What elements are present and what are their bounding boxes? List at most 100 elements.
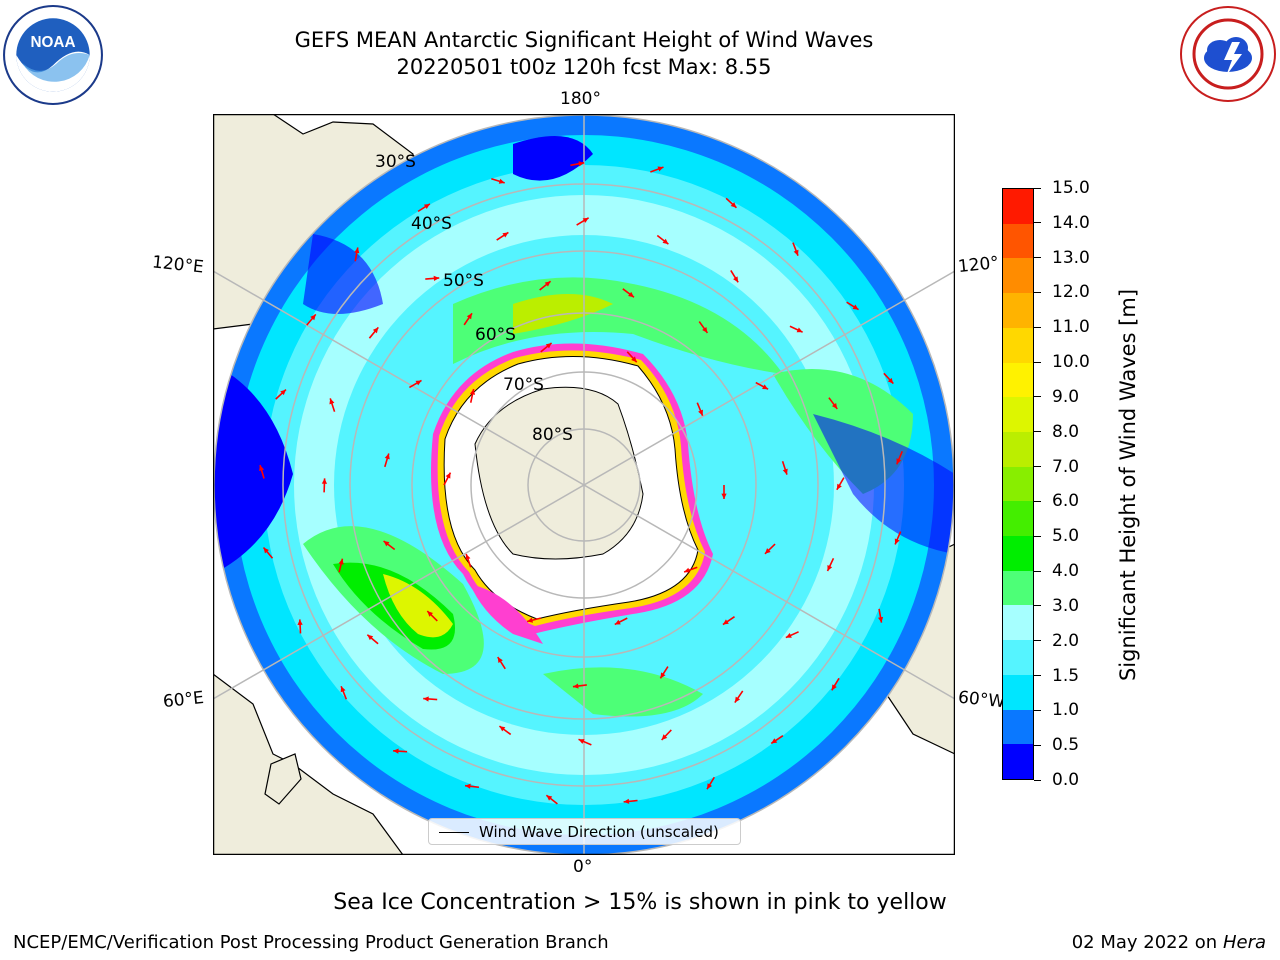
lon-label-60w: 60°W — [957, 687, 1006, 713]
colorbar-segment — [1003, 327, 1033, 363]
wave-direction-arrowhead — [785, 632, 792, 638]
colorbar-tick — [1034, 709, 1041, 711]
wave-direction-arrowhead — [614, 619, 621, 625]
footer-producer: NCEP/EMC/Verification Post Processing Pr… — [13, 932, 609, 953]
wave-direction-arrowhead — [793, 249, 799, 256]
wave-direction-arrowhead — [662, 238, 669, 245]
wave-direction-arrowhead — [578, 739, 585, 744]
wave-direction-arrowhead — [354, 247, 360, 254]
wave-direction-arrowhead — [433, 275, 440, 281]
colorbar-tick-label: 0.0 — [1052, 770, 1080, 790]
colorbar-tick-label: 14.0 — [1052, 212, 1090, 233]
wind-wave-direction-legend: Wind Wave Direction (unscaled) — [428, 818, 741, 845]
lon-label-120e: 120°E — [151, 252, 205, 278]
wave-direction-arrowhead — [764, 548, 771, 554]
wave-direction-arrowhead — [329, 398, 335, 405]
noaa-logo-icon: NOAA — [3, 5, 103, 105]
wave-direction-arrowhead — [657, 166, 664, 172]
footer-date: 02 May 2022 on Hera — [1072, 932, 1266, 953]
wave-direction-arrowhead — [831, 403, 838, 409]
colorbar-segment — [1003, 189, 1033, 224]
wave-direction-arrowhead — [734, 696, 741, 703]
colorbar-title: Significant Height of Wind Waves [m] — [1116, 288, 1140, 682]
wave-direction-arrowhead — [499, 726, 506, 732]
wave-direction-arrowhead — [796, 327, 803, 333]
wave-direction-arrowhead — [631, 356, 637, 363]
sea-ice-note: Sea Ice Concentration > 15% is shown in … — [333, 890, 947, 915]
colorbar-segment — [1003, 223, 1033, 259]
wave-direction-arrowhead — [623, 798, 630, 804]
colorbar-segment — [1003, 709, 1033, 745]
lat-label-70s: 70°S — [503, 375, 544, 395]
lat-label-60s: 60°S — [475, 325, 516, 345]
wave-direction-arrowhead — [661, 734, 668, 741]
colorbar-segment — [1003, 674, 1033, 710]
wave-direction-arrowhead — [415, 380, 422, 386]
wave-direction-arrowhead — [466, 313, 472, 320]
wave-direction-arrowhead — [384, 453, 390, 460]
wave-direction-arrowhead — [372, 327, 379, 334]
colorbar-segment — [1003, 431, 1033, 467]
wave-direction-arrowhead — [340, 686, 346, 693]
colorbar-tick — [1034, 257, 1041, 259]
wave-direction-arrowhead — [465, 783, 471, 789]
colorbar — [1002, 188, 1034, 780]
wave-direction-arrowhead — [497, 657, 503, 663]
wave-direction-arrowhead — [546, 795, 553, 801]
wave-direction-arrowhead — [827, 564, 833, 571]
wave-direction-arrowhead — [771, 738, 778, 744]
wave-direction-arrowhead — [465, 554, 471, 561]
colorbar-tick-label: 3.0 — [1052, 595, 1080, 616]
wave-direction-arrowhead — [321, 478, 328, 484]
lat-label-80s: 80°S — [532, 425, 573, 445]
chart-title: GEFS MEAN Antarctic Significant Height o… — [294, 28, 874, 52]
colorbar-tick-label: 1.0 — [1052, 700, 1080, 721]
wave-direction-arrowhead — [578, 161, 585, 167]
colorbar-tick — [1034, 675, 1041, 677]
graticule — [213, 114, 955, 855]
lat-label-40s: 40°S — [411, 214, 452, 234]
footer-date-text: 02 May 2022 on — [1071, 932, 1218, 953]
wave-direction-arrowhead — [297, 619, 303, 625]
wave-direction-arrowhead — [722, 619, 729, 625]
colorbar-segment — [1003, 362, 1033, 398]
colorbar-tick-label: 4.0 — [1052, 561, 1080, 582]
wave-direction-arrowhead — [660, 672, 666, 679]
wave-direction-arrowhead — [831, 684, 837, 691]
wave-direction-arrowhead — [427, 611, 433, 617]
wave-direction-arrowhead — [702, 327, 708, 333]
wave-direction-arrowhead — [733, 276, 739, 283]
antarctic-peninsula — [470, 584, 543, 644]
colorbar-tick-label: 6.0 — [1052, 491, 1080, 512]
lon-label-180: 180° — [560, 89, 601, 109]
wave-direction-arrowhead — [836, 483, 842, 490]
wave-direction-arrowhead — [527, 617, 534, 623]
wave-direction-arrowhead — [502, 232, 509, 238]
wave-direction-arrowhead — [628, 291, 634, 298]
wave-direction-arrowhead — [762, 384, 769, 390]
colorbar-tick — [1034, 291, 1041, 293]
wave-direction-arrowhead — [894, 538, 900, 545]
colorbar-tick-label: 5.0 — [1052, 526, 1080, 547]
wave-direction-arrowhead — [423, 696, 429, 702]
colorbar-segment — [1003, 501, 1033, 537]
national-weather-service-logo-icon — [1180, 6, 1276, 102]
colorbar-tick — [1034, 396, 1041, 398]
wave-direction-arrowhead — [263, 547, 269, 554]
colorbar-tick — [1034, 535, 1041, 537]
wave-direction-arrowhead — [706, 783, 713, 790]
wave-direction-arrowhead — [782, 468, 788, 475]
colorbar-tick-label: 10.0 — [1052, 352, 1090, 373]
wave-direction-arrowhead — [498, 178, 505, 184]
wave-direction-arrowhead — [698, 409, 703, 416]
lon-label-120w: 120° — [957, 252, 1000, 278]
wave-direction-arrowhead — [544, 281, 551, 287]
wave-direction-arrowhead — [582, 217, 589, 223]
wave-direction-arrowhead — [383, 540, 390, 547]
colorbar-segment — [1003, 744, 1033, 779]
wave-direction-arrowhead — [469, 389, 476, 395]
colorbar-tick-label: 12.0 — [1052, 282, 1090, 303]
wave-direction-arrowhead — [367, 634, 374, 641]
colorbar-tick-label: 1.5 — [1052, 665, 1080, 686]
colorbar-tick-label: 8.0 — [1052, 421, 1080, 442]
